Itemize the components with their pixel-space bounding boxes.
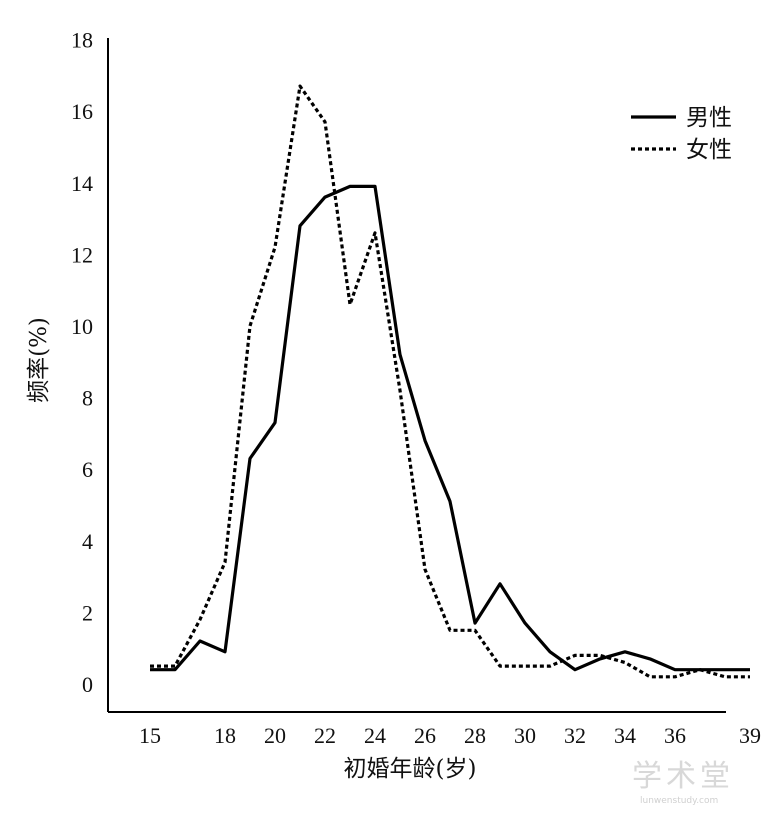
y-axis-title: 频率(%) [26,317,52,403]
watermark-text: 学术堂 [632,759,734,794]
x-tick-label: 28 [464,723,486,748]
y-tick-label: 6 [82,457,93,482]
y-tick-label: 10 [71,314,93,339]
y-tick-label: 0 [82,672,93,697]
series-line-1 [150,184,750,672]
legend-label-2: 女性 [686,137,732,163]
y-tick-label: 18 [71,28,93,53]
watermark-logo: 学术堂 lunwenstudy.com [632,759,734,806]
axes [107,38,726,713]
x-tick-label: 39 [739,723,761,748]
x-tick-label: 26 [414,723,436,748]
series-layer [150,84,750,679]
x-tick-label: 24 [364,723,386,748]
y-tick-label: 2 [82,600,93,625]
x-tick-label: 18 [214,723,236,748]
y-tick-label: 12 [71,242,93,267]
x-tick-label: 34 [614,723,636,748]
x-tick-label: 36 [664,723,686,748]
x-axis-title: 初婚年龄(岁) [344,756,477,782]
x-tick-label: 15 [139,723,161,748]
x-tick-label: 22 [314,723,336,748]
y-tick-label: 8 [82,386,93,411]
y-tick-label: 4 [82,529,93,554]
y-tick-label: 14 [71,171,93,196]
y-tick-labels: 0 2 4 6 8 10 12 14 16 18 [71,28,93,697]
x-tick-label: 32 [564,723,586,748]
x-tick-label: 30 [514,723,536,748]
legend-label-1: 男性 [686,105,732,131]
x-tick-labels: 15 18 20 22 24 26 28 30 32 34 36 39 [139,723,761,748]
x-tick-label: 20 [264,723,286,748]
series-line-2 [150,84,750,679]
y-tick-label: 16 [71,99,93,124]
watermark-url: lunwenstudy.com [640,796,718,806]
